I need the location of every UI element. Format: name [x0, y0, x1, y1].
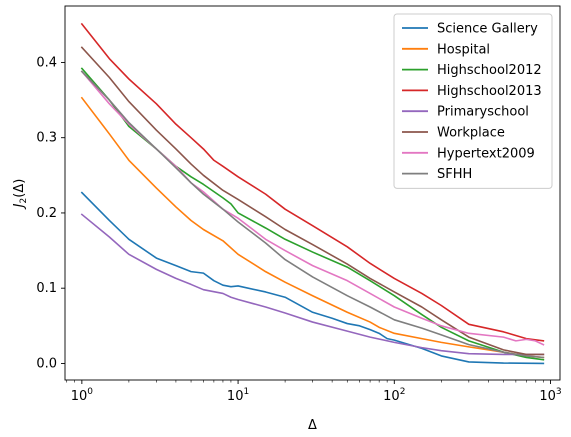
- legend-entry: Hospital: [437, 42, 490, 57]
- plot-lines: [80, 22, 545, 365]
- x-tick-label: 102: [383, 387, 405, 404]
- x-tick-label: 100: [71, 387, 94, 404]
- series-line-8: [80, 70, 545, 359]
- legend-entry: Workplace: [437, 126, 505, 141]
- y-tick-label: 0.4: [36, 55, 57, 70]
- legend-entry: Highschool2012: [437, 63, 542, 78]
- legend-entry: Primaryschool: [437, 105, 529, 120]
- y-tick-label: 0.3: [36, 131, 57, 146]
- y-axis-label: J2(Δ): [12, 179, 29, 211]
- legend-entry: Hypertext2009: [437, 146, 535, 161]
- x-tick-label: 101: [227, 387, 249, 404]
- legend: Science Gallery Hospital Highschool2012 Hig…: [393, 13, 553, 189]
- legend-entry: Highschool2013: [437, 84, 542, 99]
- legend-entry: SFHH: [437, 167, 472, 182]
- y-tick-label: 0.2: [36, 206, 57, 221]
- series-line-4: [80, 22, 545, 342]
- x-axis-label: Δ: [308, 418, 317, 433]
- legend-box: [393, 13, 553, 189]
- series-line-1: [80, 191, 545, 365]
- legend-entry: Science Gallery: [437, 22, 538, 37]
- x-tick-label: 103: [539, 387, 561, 404]
- axes: 0.0 0.1 0.2 0.3 0.4 100 101 102 103 Δ J2(Δ): [12, 5, 562, 433]
- y-tick-label: 0.1: [36, 281, 57, 296]
- series-line-2: [80, 96, 545, 359]
- series-line-5: [80, 213, 545, 356]
- y-tick-label: 0.0: [36, 356, 57, 371]
